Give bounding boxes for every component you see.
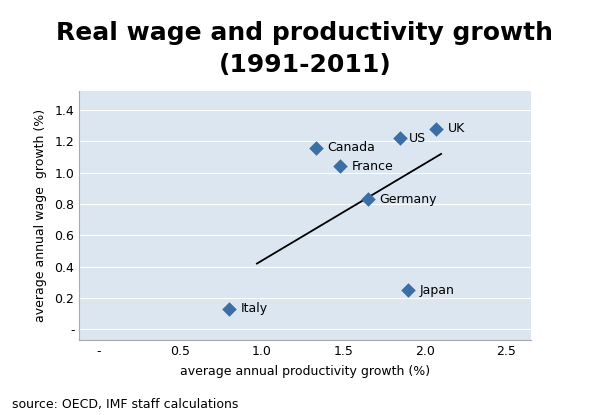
Point: [310, 144, 320, 151]
Point: [404, 287, 414, 293]
Text: Italy: Italy: [240, 303, 268, 315]
Text: Japan: Japan: [420, 284, 455, 297]
Point: [395, 135, 405, 142]
Y-axis label: average annual wage  growth (%): average annual wage growth (%): [35, 109, 48, 322]
X-axis label: average annual productivity growth (%): average annual productivity growth (%): [180, 365, 430, 378]
Text: Canada: Canada: [327, 141, 375, 154]
Point: [224, 306, 234, 312]
Point: [431, 126, 441, 132]
Point: [335, 163, 345, 170]
Title: Real wage and productivity growth
(1991-2011): Real wage and productivity growth (1991-…: [57, 21, 553, 77]
Text: source: OECD, IMF staff calculations: source: OECD, IMF staff calculations: [12, 398, 239, 411]
Text: US: US: [409, 132, 426, 145]
Text: Germany: Germany: [379, 193, 437, 206]
Text: UK: UK: [448, 122, 465, 135]
Point: [363, 196, 373, 203]
Text: France: France: [351, 160, 393, 173]
